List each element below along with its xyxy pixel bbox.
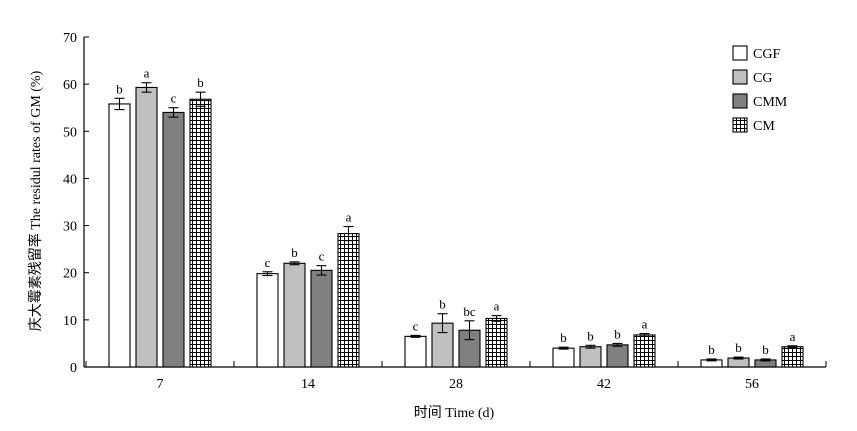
x-axis-title: 时间 Time (d) [414,405,495,421]
significance-label: b [560,330,567,345]
bar-cmm [162,111,185,368]
legend-swatch-cmm [732,93,748,109]
legend-label-cgf: CGF [753,47,780,62]
bar-cgf [552,347,575,368]
bar-cmm [606,344,629,368]
legend-swatch-cg [732,69,748,85]
significance-label: a [144,66,150,81]
significance-label: b [116,81,123,96]
bars [108,82,804,368]
y-tick-label: 0 [70,361,77,376]
bar-cm [633,334,656,368]
x-tick-label: 28 [449,377,463,392]
bar-cg [135,86,158,368]
bar-cmm [310,269,333,368]
legend-swatch-cgf [732,45,748,61]
x-tick-label: 56 [745,377,759,392]
bar-cg [283,262,306,368]
significance-label: bc [463,304,476,319]
legend-swatch-cm [732,117,748,133]
y-tick-label: 60 [63,78,77,93]
significance-label: a [642,317,648,332]
legend-label-cm: CM [753,119,775,134]
legend-label-cg: CG [753,71,772,86]
bar-cgf [256,273,279,368]
significance-label: b [762,342,769,357]
significance-label: b [708,342,715,357]
significance-label: c [319,249,325,264]
bar-cgf [108,103,131,368]
significance-label: b [614,326,621,341]
y-tick-label: 40 [63,172,77,187]
y-axis-title: 庆大霉素残留率 The residul rates of GM (%) [27,70,44,331]
y-tick-label: 10 [63,314,77,329]
significance-label: b [439,297,446,312]
significance-label: a [494,299,500,314]
y-tick-label: 50 [63,125,77,140]
legend: CGF CG CMM CM [732,45,788,134]
x-tick-label: 7 [157,377,164,392]
bar-cm [337,233,360,368]
bar-cm [189,98,212,368]
legend-label-cmm: CMM [753,95,788,110]
significance-label: b [735,340,742,355]
significance-label: a [790,329,796,344]
significance-label: c [413,318,419,333]
y-tick-label: 30 [63,220,77,235]
bar-cg [579,346,602,368]
bar-cm [485,317,508,368]
significance-label: b [291,245,298,260]
y-tick-label: 20 [63,267,77,282]
y-tick-label: 70 [63,31,77,46]
significance-label: b [197,75,204,90]
bar-cgf [404,335,427,368]
x-tick-label: 42 [597,377,611,392]
x-tick-label: 14 [301,377,315,392]
significance-label: c [265,255,271,270]
bar-cm [781,346,804,368]
significance-label: a [346,210,352,225]
significance-label: b [587,328,594,343]
significance-label: c [171,91,177,106]
